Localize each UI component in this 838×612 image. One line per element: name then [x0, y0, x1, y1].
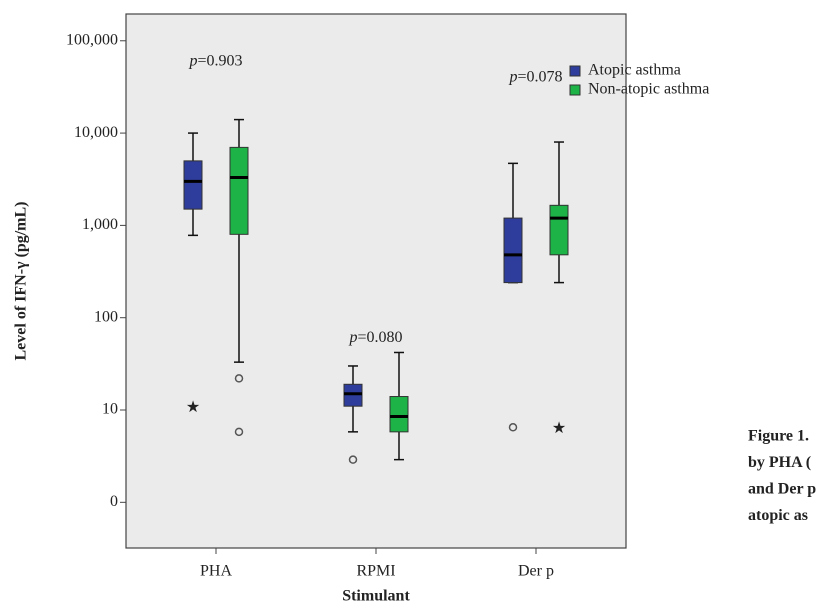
box: [229, 146, 249, 235]
x-tick-label: Der p: [518, 563, 554, 580]
caption-line: Figure 1.: [748, 428, 809, 445]
outlier-star: ★: [552, 420, 566, 437]
box: [549, 204, 569, 256]
caption-line: atopic as: [748, 507, 808, 524]
box: [389, 396, 409, 433]
y-tick-label: 0: [110, 493, 118, 510]
outlier-star: ★: [186, 399, 200, 416]
x-tick-label: PHA: [200, 563, 232, 580]
x-tick-label: RPMI: [356, 563, 395, 580]
y-tick-label: 100: [94, 308, 118, 325]
caption-line: and Der p: [748, 481, 816, 498]
legend-swatch: [569, 84, 581, 96]
p-value: p=0.078: [508, 68, 562, 85]
y-tick-label: 10: [102, 401, 118, 418]
x-axis-label: Stimulant: [342, 588, 410, 605]
plot-area: [125, 13, 627, 549]
y-axis-label: Level of IFN-γ (pg/mL): [13, 201, 30, 360]
outlier: [234, 374, 244, 383]
outlier: [508, 423, 518, 432]
box: [183, 160, 203, 210]
p-value: p=0.080: [348, 329, 402, 346]
legend-swatch: [569, 65, 581, 77]
box: [503, 217, 523, 284]
y-tick-label: 1,000: [82, 216, 118, 233]
legend-label: Non-atopic asthma: [588, 81, 709, 98]
y-tick-label: 100,000: [66, 31, 118, 48]
outlier: [348, 455, 358, 464]
p-value: p=0.903: [188, 52, 242, 69]
outlier: [234, 427, 244, 437]
caption-line: by PHA (: [748, 454, 811, 471]
legend-label: Atopic asthma: [588, 62, 681, 79]
y-tick-label: 10,000: [74, 124, 118, 141]
